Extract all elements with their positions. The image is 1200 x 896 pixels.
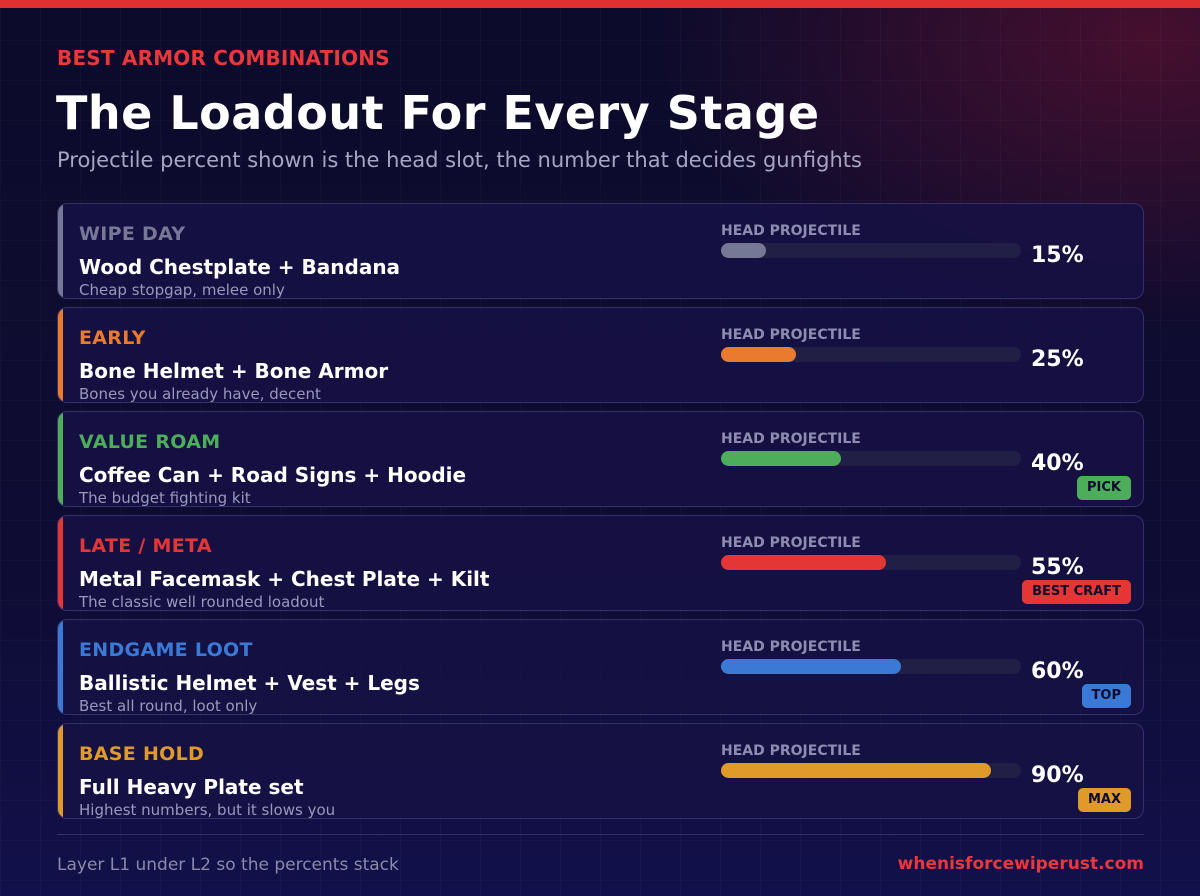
card-accent-stripe [58,308,63,402]
combo-note: Best all round, loot only [79,697,258,715]
eyebrow-label: BEST ARMOR COMBINATIONS [57,46,390,70]
loadout-card: VALUE ROAM Coffee Can + Road Signs + Hood… [57,411,1144,507]
projectile-meter-fill [721,243,766,258]
armor-combo: Coffee Can + Road Signs + Hoodie [79,463,467,487]
card-accent-stripe [58,620,63,714]
footer-note: Layer L1 under L2 so the percents stack [57,855,399,875]
projectile-meter-track [721,243,1021,258]
armor-combo: Bone Helmet + Bone Armor [79,359,389,383]
projectile-percent: 90% [1031,763,1084,788]
stage-label: BASE HOLD [79,743,205,765]
stage-label: WIPE DAY [79,223,186,245]
loadout-card: BASE HOLD Full Heavy Plate set Highest num… [57,723,1144,819]
loadout-card: EARLY Bone Helmet + Bone Armor Bones you a… [57,307,1144,403]
recommendation-badge: PICK [1077,476,1131,500]
recommendation-badge: BEST CRAFT [1022,580,1131,604]
loadout-card: LATE / META Metal Facemask + Chest Plate … [57,515,1144,611]
projectile-meter-fill [721,555,886,570]
projectile-percent: 60% [1031,659,1084,684]
combo-note: Bones you already have, decent [79,385,321,403]
projectile-meter-track [721,659,1021,674]
projectile-meter-track [721,555,1021,570]
meter-label: HEAD PROJECTILE [721,431,861,447]
footer-site-link[interactable]: whenisforcewiperust.com [897,854,1144,874]
projectile-percent: 25% [1031,347,1084,372]
stage-label: EARLY [79,327,146,349]
meter-label: HEAD PROJECTILE [721,743,861,759]
loadout-card: WIPE DAY Wood Chestplate + Bandana Cheap s… [57,203,1144,299]
armor-combo: Full Heavy Plate set [79,775,304,799]
loadout-card: ENDGAME LOOT Ballistic Helmet + Vest + Le… [57,619,1144,715]
stage-label: LATE / META [79,535,212,557]
armor-combo: Ballistic Helmet + Vest + Legs [79,671,420,695]
combo-note: The classic well rounded loadout [79,593,325,611]
projectile-meter-track [721,347,1021,362]
armor-combo: Wood Chestplate + Bandana [79,255,401,279]
projectile-percent: 55% [1031,555,1084,580]
recommendation-badge: MAX [1077,788,1131,812]
meter-label: HEAD PROJECTILE [721,535,861,551]
projectile-meter-fill [721,347,796,362]
combo-note: Cheap stopgap, melee only [79,281,285,299]
footer-divider [57,834,1144,835]
page-title: The Loadout For Every Stage [56,86,820,140]
projectile-meter-fill [721,763,991,778]
page-subtitle: Projectile percent shown is the head slo… [57,148,862,172]
top-accent-bar [0,0,1200,8]
card-accent-stripe [58,204,63,298]
meter-label: HEAD PROJECTILE [721,639,861,655]
projectile-meter-track [721,763,1021,778]
projectile-meter-track [721,451,1021,466]
projectile-meter-fill [721,451,841,466]
stage-label: ENDGAME LOOT [79,639,253,661]
projectile-percent: 40% [1031,451,1084,476]
card-accent-stripe [58,516,63,610]
projectile-percent: 15% [1031,243,1084,268]
projectile-meter-fill [721,659,901,674]
combo-note: The budget fighting kit [79,489,251,507]
card-accent-stripe [58,724,63,818]
armor-combo: Metal Facemask + Chest Plate + Kilt [79,567,490,591]
stage-label: VALUE ROAM [79,431,221,453]
meter-label: HEAD PROJECTILE [721,223,861,239]
meter-label: HEAD PROJECTILE [721,327,861,343]
combo-note: Highest numbers, but it slows you [79,801,336,819]
card-accent-stripe [58,412,63,506]
recommendation-badge: TOP [1081,684,1131,708]
